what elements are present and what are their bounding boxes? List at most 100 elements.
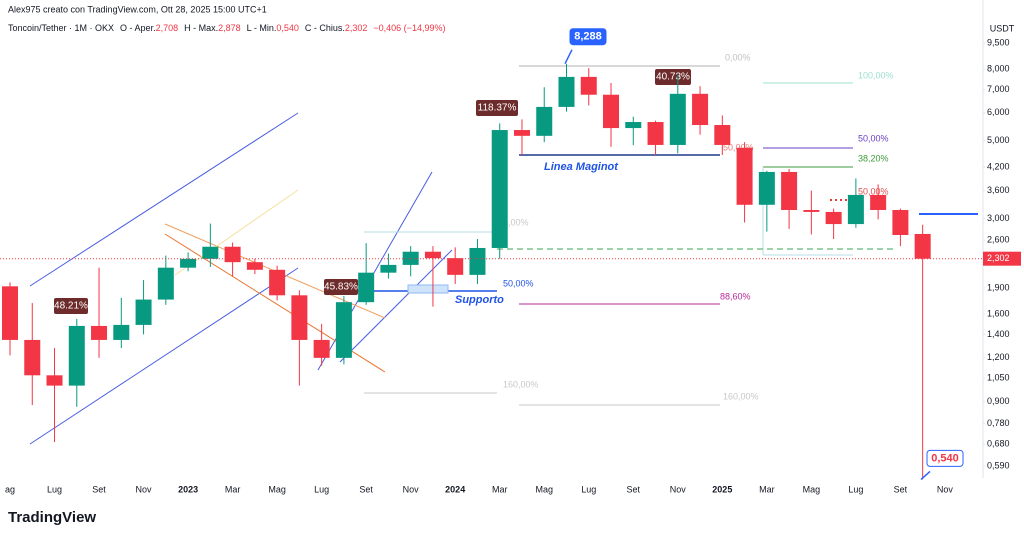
y-tick-label: 0,780 [987, 418, 1010, 428]
fib-label: 50,00% [723, 142, 754, 152]
candle-body [246, 262, 263, 270]
y-tick-label: 1,600 [987, 308, 1010, 318]
candle-body [358, 272, 375, 303]
x-tick-label: Set [894, 484, 908, 494]
candle-body [335, 302, 352, 358]
gain-callout: 118.37% [476, 100, 518, 116]
logo: TradingView [8, 509, 96, 526]
candle-body [825, 211, 842, 225]
candle-body [202, 246, 219, 259]
candle-body [892, 209, 909, 235]
candle-body [870, 194, 887, 210]
candle-body [447, 258, 464, 275]
candle-body [513, 130, 530, 136]
candle-body [536, 106, 553, 136]
candle-body [2, 286, 18, 340]
last-price-tag [983, 251, 1021, 266]
x-tick-label: Mag [268, 484, 286, 494]
callout-pointer [564, 49, 573, 65]
y-tick-label: 6,000 [987, 107, 1010, 117]
candle-body [803, 209, 820, 212]
x-tick-label: Mag [803, 484, 821, 494]
y-tick-label: 1,400 [987, 329, 1010, 339]
y-tick-label: 7,000 [987, 84, 1010, 94]
y-tick-label: 8,000 [987, 63, 1010, 73]
gain-callout: 48.21% [54, 298, 88, 314]
y-tick-label: 0,900 [987, 396, 1010, 406]
line-label: Linea Maginot [544, 161, 619, 173]
candle-body [46, 375, 63, 386]
y-tick-label: 2,600 [987, 235, 1010, 245]
candle-body [91, 325, 108, 340]
y-tick-label: 0,680 [987, 439, 1010, 449]
candle-body [603, 94, 620, 129]
x-tick-label: Set [627, 484, 641, 494]
candle-body [113, 324, 130, 340]
x-tick-label: Lug [581, 484, 596, 494]
legend-value: 2,302 [345, 23, 368, 33]
y-tick-label: 9,500 [987, 37, 1010, 47]
y-tick-label: 0,590 [987, 460, 1010, 470]
candle-body [313, 339, 330, 358]
candle-body [580, 76, 597, 95]
x-tick-label: Nov [670, 484, 687, 494]
candle-body [692, 93, 709, 126]
legend-line: Toncoin/Tether · 1M · OKX O - Aper.2,708 H… [8, 23, 445, 33]
support-zone [407, 284, 449, 294]
candle-body [157, 267, 174, 300]
last-price-label: 2,302 [987, 253, 1010, 263]
fib-label: 88,60% [720, 291, 751, 301]
y-tick-label: 5,000 [987, 135, 1010, 145]
x-tick-label: Nov [136, 484, 153, 494]
candle-body [291, 295, 308, 340]
candle-body [469, 247, 486, 275]
callout-box [655, 69, 691, 85]
candle-body [68, 325, 85, 386]
fib-label: 50,00% [858, 133, 889, 143]
y-tick-label: 3,600 [987, 185, 1010, 195]
x-tick-label: 2025 [712, 484, 732, 494]
trendline [29, 267, 299, 445]
y-unit: USDT [990, 23, 1015, 33]
y-tick-label: 1,050 [987, 373, 1010, 383]
x-tick-label: Lug [47, 484, 62, 494]
candle-body [647, 122, 664, 145]
y-tick-label: 4,200 [987, 162, 1010, 172]
candle-body [424, 251, 441, 259]
callout-box [569, 28, 607, 46]
author-line: Alex975 creato con TradingView.com, Ott … [8, 4, 267, 14]
symbol: Toncoin/Tether · 1M · OKX [8, 23, 114, 33]
callout-text: 118.37% [478, 103, 517, 114]
y-tick-label: 1,900 [987, 282, 1010, 292]
fib-label: 0,00% [725, 52, 751, 62]
candle-body [781, 171, 798, 210]
fib-label: 100,00% [858, 70, 894, 80]
callout-box [324, 279, 358, 295]
candle-body [180, 258, 197, 268]
y-tick-label: 3,000 [987, 213, 1010, 223]
x-tick-label: Nov [403, 484, 420, 494]
drawings [29, 65, 978, 445]
fib-label: 38,20% [858, 153, 889, 163]
x-tick-label: Set [92, 484, 106, 494]
legend-change: −0,406 (−14,99%) [373, 23, 445, 33]
legend-name: O - Aper. [120, 23, 156, 33]
line-label: Supporto [455, 294, 504, 306]
legend-value: 0,540 [276, 23, 299, 33]
gain-callout: 45.83% [324, 279, 358, 295]
callout-box [476, 100, 518, 116]
y-tick-label: 1,200 [987, 352, 1010, 362]
x-tick-label: Mar [759, 484, 775, 494]
legend-name: H - Max. [184, 23, 218, 33]
candle-body [558, 76, 575, 107]
legend-value: 2,708 [156, 23, 179, 33]
callout-box [926, 449, 964, 467]
x-tick-label: Mag [535, 484, 553, 494]
x-tick-label: ag [5, 484, 15, 494]
fib-label: 160,00% [503, 379, 539, 389]
x-tick-label: Mar [492, 484, 508, 494]
legend-name: L - Min. [247, 23, 277, 33]
candle-body [625, 122, 642, 129]
